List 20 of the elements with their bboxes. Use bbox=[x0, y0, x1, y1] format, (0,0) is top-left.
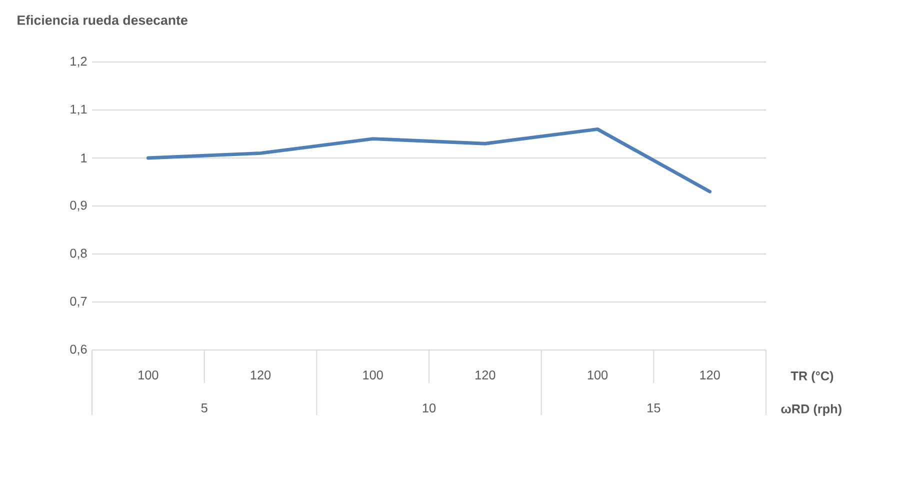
text: 5 bbox=[201, 404, 208, 412]
y-tick-label: 1,2 bbox=[70, 56, 87, 68]
y-tick-label: 0,8 bbox=[70, 248, 87, 260]
text: 10 bbox=[422, 404, 436, 412]
text: 15 bbox=[648, 404, 660, 412]
x-tick-label: 100 bbox=[363, 370, 383, 380]
y-tick-label: 0,7 bbox=[70, 296, 87, 308]
x-tick-label: 120 bbox=[476, 370, 496, 380]
y-tick-label: 1 bbox=[81, 154, 87, 162]
x-tick-label: 120 bbox=[250, 370, 271, 380]
y-tick-label: 0,9 bbox=[70, 200, 87, 212]
text: ωRD (rph) bbox=[781, 404, 842, 416]
x-tick-label: 100 bbox=[138, 370, 158, 380]
chart-title: Eficiencia rueda desecante bbox=[18, 15, 188, 25]
line-series bbox=[146, 127, 712, 194]
y-tick-label: 1,1 bbox=[70, 104, 87, 116]
x-tick-label: 100 bbox=[588, 370, 608, 380]
x-axis-title: TR (°C) bbox=[790, 371, 834, 383]
x-tick-label: 120 bbox=[700, 370, 720, 380]
y-tick-label: 0,6 bbox=[70, 344, 87, 356]
